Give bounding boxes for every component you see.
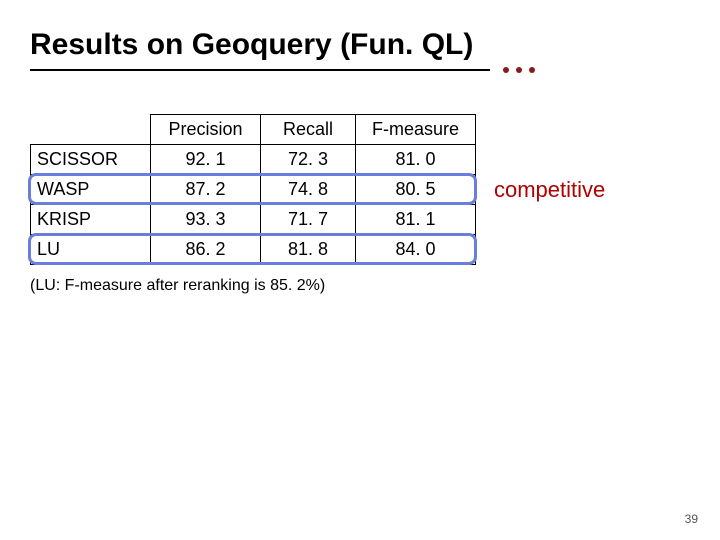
table-row: WASP 87. 2 74. 8 80. 5	[31, 175, 476, 205]
title-rule	[30, 68, 690, 72]
title-rule-dot	[516, 67, 522, 73]
col-header: F-measure	[356, 115, 476, 145]
cell: 72. 3	[261, 145, 356, 175]
table-row: LU 86. 2 81. 8 84. 0	[31, 235, 476, 265]
cell: 74. 8	[261, 175, 356, 205]
cell: 81. 0	[356, 145, 476, 175]
table-header-row: Precision Recall F-measure	[31, 115, 476, 145]
side-label: competitive	[494, 177, 605, 203]
cell: 92. 1	[151, 145, 261, 175]
footnote: (LU: F-measure after reranking is 85. 2%…	[30, 277, 690, 295]
cell: 81. 1	[356, 205, 476, 235]
table-row: SCISSOR 92. 1 72. 3 81. 0	[31, 145, 476, 175]
cell: 80. 5	[356, 175, 476, 205]
title-rule-dot	[503, 67, 509, 73]
content-row: Precision Recall F-measure SCISSOR 92. 1…	[30, 114, 690, 265]
title-rule-line	[30, 69, 490, 71]
cell: 87. 2	[151, 175, 261, 205]
col-header: Precision	[151, 115, 261, 145]
cell: 93. 3	[151, 205, 261, 235]
cell: 84. 0	[356, 235, 476, 265]
cell: 86. 2	[151, 235, 261, 265]
cell: 71. 7	[261, 205, 356, 235]
page-title: Results on Geoquery (Fun. QL)	[30, 28, 690, 62]
cell: 81. 8	[261, 235, 356, 265]
row-label: WASP	[31, 175, 151, 205]
row-label: LU	[31, 235, 151, 265]
row-label: KRISP	[31, 205, 151, 235]
title-rule-dot	[529, 67, 535, 73]
table-row: KRISP 93. 3 71. 7 81. 1	[31, 205, 476, 235]
results-table: Precision Recall F-measure SCISSOR 92. 1…	[30, 114, 476, 265]
slide-number: 39	[685, 512, 698, 526]
row-label: SCISSOR	[31, 145, 151, 175]
table-corner	[31, 115, 151, 145]
table-wrap: Precision Recall F-measure SCISSOR 92. 1…	[30, 114, 476, 265]
col-header: Recall	[261, 115, 356, 145]
